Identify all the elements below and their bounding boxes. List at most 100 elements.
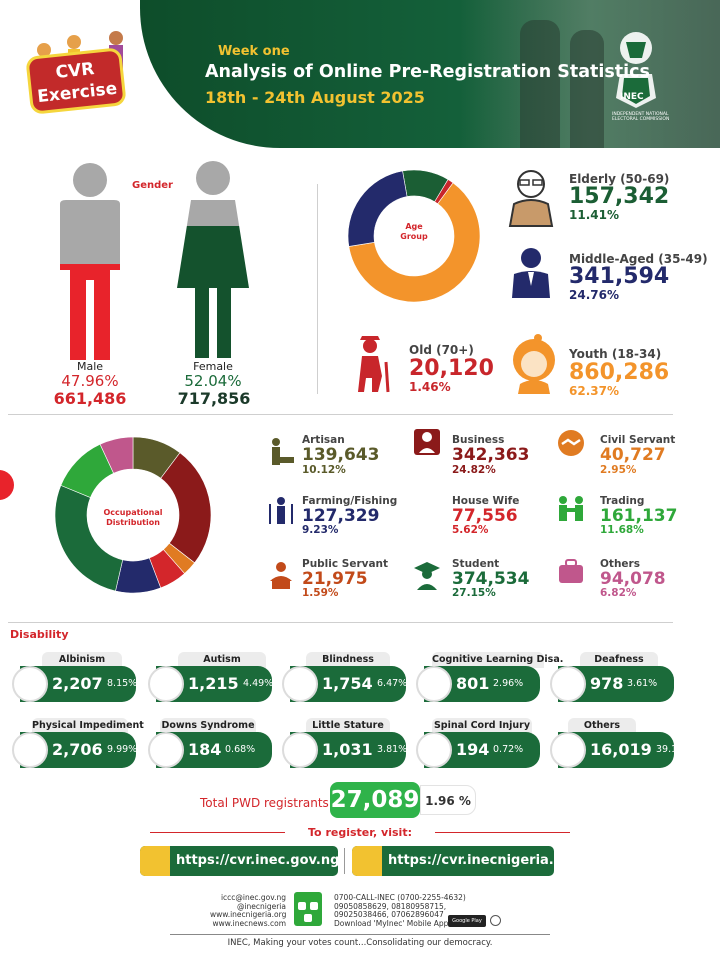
occ-others-name: Others: [600, 558, 640, 570]
more-icon: [550, 732, 586, 768]
occ-trading-value: 161,137: [600, 506, 678, 526]
little-stature-icon: [282, 732, 318, 768]
occupation-donut-label-line1: Occupational: [103, 508, 163, 517]
register-link-inecnigeria[interactable]: https://cvr.inecnigeria.org: [352, 846, 578, 876]
female-label: Female: [193, 360, 233, 373]
footer-divider: [170, 934, 550, 935]
occupation-donut-slice: [54, 484, 124, 592]
pointer-icon: [352, 846, 382, 876]
disability-value: 1,031: [322, 740, 373, 759]
spinal-cord-icon: [416, 732, 452, 768]
google-play-badge[interactable]: Google Play: [448, 915, 486, 927]
app-store-icon[interactable]: [490, 915, 501, 926]
register-link-inec-gov[interactable]: https://cvr.inec.gov.ng: [140, 846, 339, 876]
occ-trading-name: Trading: [600, 495, 645, 507]
others-briefcase-icon: [559, 559, 583, 583]
occ-student-name: Student: [452, 558, 500, 570]
disability-card: Physical Impediment 2,706 9.99%: [12, 718, 144, 768]
disability-pct: 3.61%: [627, 678, 658, 689]
footer-phone-1: 0700-CALL-INEC (0700-2255-4632): [334, 893, 466, 902]
disability-card: Deafness 978 3.61%: [550, 652, 674, 702]
deafness-icon: [550, 666, 586, 702]
footer-phone-2: 09050858629, 08180958715,: [334, 901, 447, 911]
occ-civil-servant-name: Civil Servant: [600, 434, 676, 446]
downs-syndrome-icon: [148, 732, 184, 768]
page-title: Analysis of Online Pre-Registration Stat…: [205, 62, 650, 82]
age-old-name: Old (70+): [409, 343, 474, 357]
age-middle-pct: 24.76%: [569, 288, 619, 302]
occupation-donut-label-line2: Distribution: [106, 518, 160, 527]
age-youth-pct: 62.37%: [569, 384, 619, 398]
disability-name: Little Stature: [306, 718, 390, 734]
youth-icon: [513, 334, 555, 394]
disability-name: Physical Impediment: [32, 718, 144, 734]
disability-value: 2,207: [52, 674, 103, 693]
photo-figure: [570, 30, 604, 148]
disability-name: Spinal Cord Injury: [432, 718, 532, 734]
occ-public-servant-value: 21,975: [302, 569, 368, 589]
occ-farming-pct: 9.23%: [302, 524, 339, 536]
occ-housewife-name: House Wife: [452, 495, 520, 507]
footer-contacts-left: iccc@inec.gov.ng @inecnigeria www.inecni…: [210, 893, 286, 928]
disability-name: Downs Syndrome: [160, 718, 256, 734]
date-range: 18th - 24th August 2025: [205, 88, 425, 107]
physical-impediment-icon: [12, 732, 48, 768]
age-donut-slice: [347, 170, 408, 247]
albinism-icon: [12, 666, 48, 702]
footer-phone-3: 09025038466, 07062896047: [334, 910, 444, 919]
age-middle-value: 341,594: [569, 264, 670, 289]
total-pwd-label: Total PWD registrants: [200, 796, 329, 810]
section-divider: [8, 414, 673, 415]
age-elderly-pct: 11.41%: [569, 208, 619, 222]
public-servant-icon: [270, 562, 292, 589]
occ-trading-pct: 11.68%: [600, 524, 644, 536]
male-figure-icon: [60, 163, 120, 360]
occ-farming-value: 127,329: [302, 506, 380, 526]
blindness-icon: [282, 666, 318, 702]
age-youth-name: Youth (18-34): [569, 347, 662, 361]
header: ✓ CVR Exercise Week one Analysis of Onli…: [0, 0, 720, 148]
male-label: Male: [76, 360, 104, 373]
occ-artisan-pct: 10.12%: [302, 464, 346, 476]
age-donut-label-line1: Age: [405, 222, 423, 231]
disability-card: Others 16,019 39.13%: [550, 718, 692, 768]
gender-title: Gender: [132, 180, 173, 191]
occ-farming-name: Farming/Fishing: [302, 495, 398, 507]
url-divider: [344, 848, 345, 874]
occ-housewife-value: 77,556: [452, 506, 518, 526]
female-figure-icon: [177, 161, 249, 358]
disability-value: 184: [188, 740, 222, 759]
inec-caption: INDEPENDENT NATIONAL ELECTORAL COMMISSIO…: [612, 112, 670, 122]
total-pwd-value: 27,089: [330, 782, 420, 818]
occupation-donut-chart: [54, 436, 212, 594]
age-old-pct: 1.46%: [409, 380, 451, 394]
occ-business-pct: 24.82%: [452, 464, 496, 476]
section-divider: [317, 184, 318, 394]
age-youth-value: 860,286: [569, 360, 670, 385]
occ-business-value: 342,363: [452, 445, 530, 465]
footer-app-text: Download 'MyInec' Mobile App: [334, 919, 449, 928]
disability-value: 1,215: [188, 674, 239, 693]
cognitive-icon: [416, 666, 452, 702]
disability-name: Albinism: [42, 652, 122, 668]
student-icon: [414, 562, 440, 590]
age-donut-label-line2: Group: [400, 232, 428, 241]
business-icon: [414, 429, 440, 455]
disability-name: Cognitive Learning Disa.: [432, 652, 563, 668]
male-value: 661,486: [53, 389, 127, 408]
occupation-donut-label: Occupational Distribution: [98, 508, 168, 528]
tagline: INEC, Making your votes count...Consolid…: [227, 938, 493, 948]
old-person-icon: [358, 336, 390, 393]
artisan-icon: [272, 438, 294, 465]
age-donut-chart: [347, 169, 481, 303]
age-elderly-name: Elderly (50-69): [569, 172, 670, 186]
cvr-exercise-label: CVR Exercise: [25, 47, 127, 115]
disability-pct: 9.99%: [107, 744, 138, 755]
register-divider: [150, 832, 285, 833]
female-value: 717,856: [177, 389, 251, 408]
trading-icon: [559, 496, 583, 521]
occ-public-servant-name: Public Servant: [302, 558, 389, 570]
footer-website-2: www.inecnews.com: [212, 918, 286, 928]
photo-figure: [520, 20, 560, 148]
farming-icon: [269, 497, 293, 524]
